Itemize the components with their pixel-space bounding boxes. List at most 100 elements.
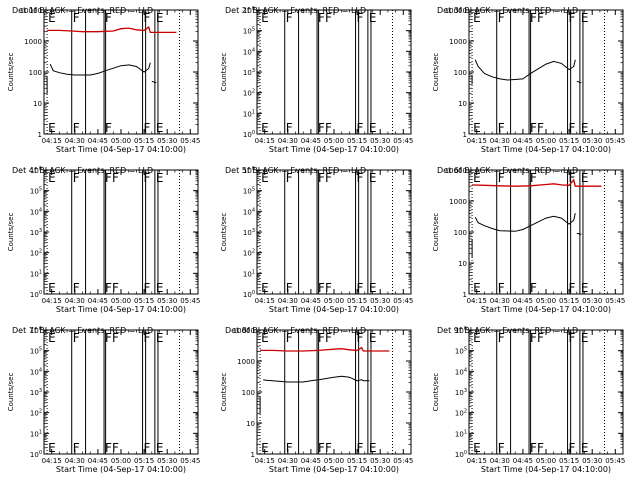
y-tick-label: 1 [251,451,255,459]
x-tick-label: 05:00 [111,297,131,305]
events-series-line [263,375,370,383]
y-tick-label: 10000 [445,167,467,175]
x-tick-label: 05:30 [582,457,602,465]
plot-frame [256,9,412,135]
y-tick-label: 104 [455,367,467,376]
x-tick-label: 05:00 [324,137,344,145]
x-tick-label: 05:45 [605,457,625,465]
y-tick-label: 106 [243,6,255,15]
x-tick-label: 04:15 [467,457,487,465]
marker-label-top: E [156,11,164,25]
x-axis-label: Start Time (04-Sep-17 04:10:00) [56,465,186,474]
marker-label-top: F [569,331,576,345]
x-tick-label: 05:45 [180,457,200,465]
marker-label-bottom: E [156,281,164,295]
plot-frame [468,9,624,135]
y-tick-label: 1000 [237,358,255,366]
x-tick-label: 04:30 [278,457,298,465]
marker-label-top: F [498,331,505,345]
marker-label-bottom: F [73,121,80,135]
x-tick-label: 04:15 [467,297,487,305]
detector-panel: Det 9f BLACK = Events, RED = LLDEEFFFFFF… [432,326,625,474]
detector-panel: Det 6f BLACK = Events, RED = LLDEEFFFFFF… [432,166,625,314]
marker-label-bottom: F [357,281,364,295]
x-tick-label: 05:15 [347,297,367,305]
x-tick-label: 04:30 [490,297,510,305]
x-tick-label: 05:30 [582,297,602,305]
marker-label-top: F [357,331,364,345]
detector-panel: Det 3f BLACK = Events, RED = LLDEEFFFFFF… [432,6,625,154]
y-tick-label: 100 [455,450,467,459]
y-tick-label: 101 [30,269,42,278]
x-tick-label: 05:15 [559,297,579,305]
marker-label-top: E [473,331,481,345]
marker-label-bottom: F [357,441,364,455]
marker-label-top: F [286,331,293,345]
x-tick-label: 05:45 [180,297,200,305]
marker-label-top: FF [530,11,544,25]
x-tick-label: 05:45 [393,457,413,465]
x-tick-label: 04:30 [490,457,510,465]
y-axis-label: Counts/sec [220,213,228,252]
marker-label-bottom: E [473,441,481,455]
marker-label-top: E [369,331,377,345]
marker-label-bottom: F [498,441,505,455]
plot-frame [43,329,199,455]
marker-label-bottom: F [286,121,293,135]
y-axis-label: Counts/sec [432,373,440,412]
marker-label-top: E [473,171,481,185]
marker-label-bottom: E [261,441,269,455]
x-tick-label: 05:30 [370,137,390,145]
x-axis-label: Start Time (04-Sep-17 04:10:00) [56,145,186,154]
y-tick-label: 100 [242,389,255,397]
x-tick-label: 04:30 [278,297,298,305]
x-axis-label: Start Time (04-Sep-17 04:10:00) [269,305,399,314]
marker-label-bottom: FF [318,281,332,295]
x-tick-label: 05:45 [180,137,200,145]
marker-label-top: F [144,11,151,25]
x-tick-label: 04:45 [88,137,108,145]
marker-label-bottom: F [286,281,293,295]
x-tick-label: 05:30 [157,137,177,145]
x-tick-label: 04:45 [88,297,108,305]
x-tick-label: 05:45 [605,297,625,305]
marker-label-bottom: F [144,121,151,135]
y-tick-label: 1000 [449,38,467,46]
marker-label-bottom: F [73,441,80,455]
y-tick-label: 102 [455,409,467,418]
y-tick-label: 100 [29,69,42,77]
lld-series-line [260,346,390,352]
plot-frame [256,169,412,295]
y-tick-label: 100 [454,69,467,77]
y-tick-label: 105 [30,347,42,356]
x-tick-label: 05:30 [157,457,177,465]
marker-label-top: E [261,11,269,25]
marker-label-bottom: F [144,441,151,455]
y-tick-label: 102 [243,249,255,258]
x-tick-label: 05:00 [536,457,556,465]
marker-label-top: FF [105,171,119,185]
marker-label-top: F [73,171,80,185]
y-tick-label: 1 [463,291,467,299]
marker-label-top: F [498,11,505,25]
marker-label-bottom: FF [318,441,332,455]
events-series-line [474,213,576,232]
marker-label-top: F [144,171,151,185]
marker-label-bottom: E [48,441,56,455]
y-tick-label: 101 [243,269,255,278]
detector-panel: Det 7f BLACK = Events, RED = LLDEEFFFFFF… [7,326,200,474]
marker-label-top: F [357,11,364,25]
marker-label-top: FF [530,331,544,345]
x-axis-label: Start Time (04-Sep-17 04:10:00) [56,305,186,314]
marker-label-bottom: E [369,281,377,295]
marker-label-top: E [369,171,377,185]
y-tick-label: 104 [30,367,42,376]
x-tick-label: 04:30 [65,297,85,305]
y-tick-label: 106 [243,166,255,175]
marker-label-top: E [473,11,481,25]
marker-label-top: F [73,11,80,25]
marker-label-bottom: F [530,281,537,295]
x-tick-label: 05:45 [393,297,413,305]
marker-label-top: E [48,171,56,185]
